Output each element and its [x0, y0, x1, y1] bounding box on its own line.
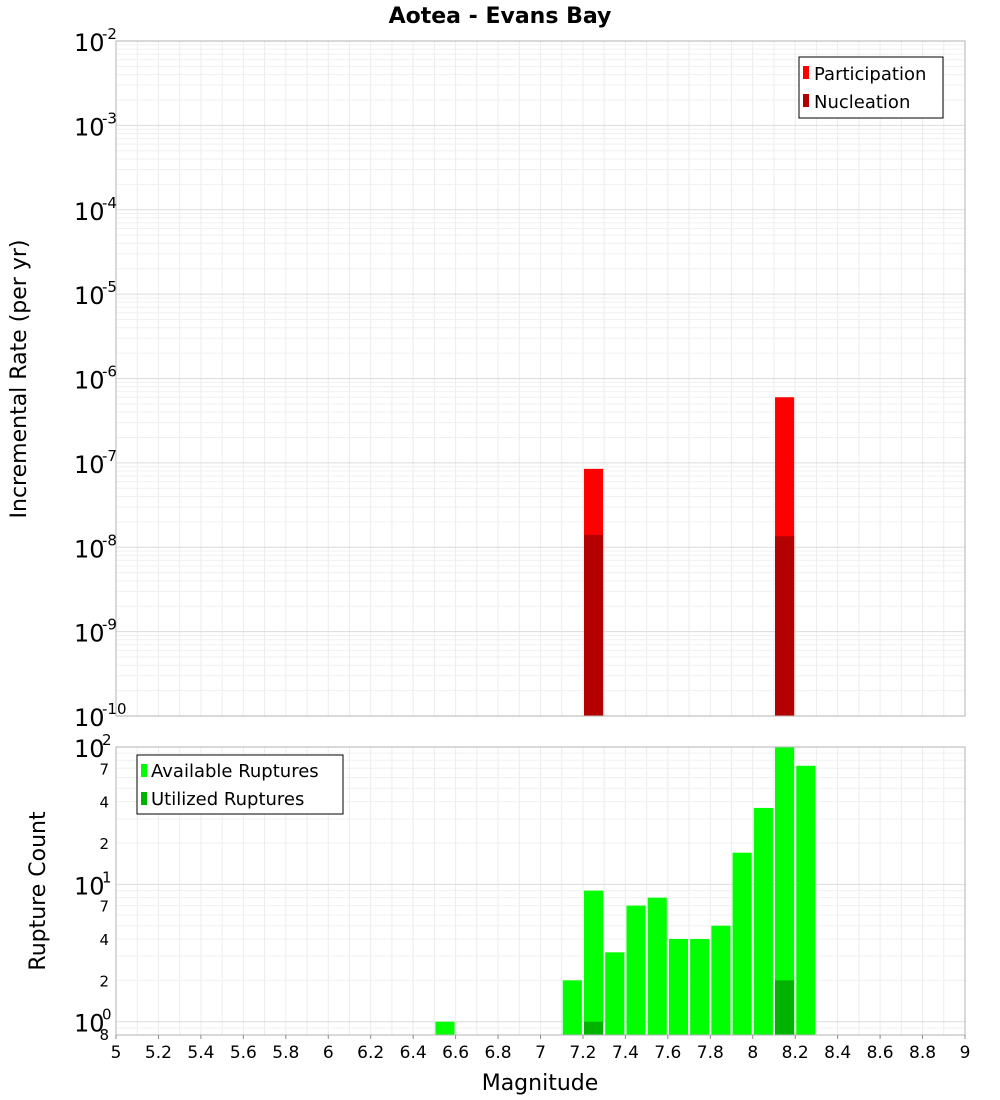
top-y-tick-exponent: -9 [102, 616, 117, 634]
top-legend: Participation Nucleation [798, 56, 944, 119]
bar-available-ruptures [711, 925, 731, 1035]
bottom-y-minor-tick-label: 4 [99, 931, 109, 949]
top-y-tick-exponent: -2 [102, 25, 117, 43]
bottom-legend-box [136, 754, 344, 815]
x-tick-label: 5 [111, 1043, 122, 1063]
x-tick-label: 8.4 [824, 1043, 851, 1063]
x-tick-label: 5.4 [187, 1043, 214, 1063]
top-y-tick-exponent: -8 [102, 531, 117, 549]
x-tick-label: 6 [323, 1043, 334, 1063]
chart-title: Aotea - Evans Bay [389, 4, 612, 29]
bar-available-ruptures [562, 980, 582, 1035]
bar-available-ruptures [775, 747, 795, 1035]
x-tick-label: 7 [535, 1043, 546, 1063]
bottom-y-tick-exponent: 0 [102, 1006, 112, 1024]
participation-legend-swatch [803, 66, 809, 79]
x-tick-label: 9 [960, 1043, 971, 1063]
top-legend-box [798, 56, 944, 119]
x-tick-label: 6.4 [400, 1043, 427, 1063]
bar-available-ruptures [796, 765, 816, 1035]
x-tick-label: 8.6 [867, 1043, 894, 1063]
bottom-y-minor-tick-label: 2 [99, 835, 109, 853]
x-tick-label: 6.6 [442, 1043, 469, 1063]
top-y-tick-exponent: -3 [102, 109, 117, 127]
top-y-tick-label: 10 [74, 198, 105, 226]
bar-available-ruptures [732, 852, 752, 1035]
bar-nucleation [584, 534, 604, 716]
bar-utilized-ruptures [584, 1021, 604, 1035]
bar-available-ruptures [584, 890, 604, 1035]
top-y-tick-label: 10 [74, 451, 105, 479]
bar-available-ruptures [690, 939, 710, 1035]
top-y-tick-label: 10 [74, 620, 105, 648]
bar-available-ruptures [668, 939, 689, 1035]
bottom-y-tick-label: 10 [74, 735, 105, 763]
bar-utilized-ruptures [775, 980, 795, 1035]
top-y-tick-exponent: -5 [102, 278, 117, 296]
utilized-legend-label: Utilized Ruptures [151, 789, 304, 810]
x-tick-label: 6.2 [357, 1043, 384, 1063]
bottom-x-ticks: 5 5.2 5.4 5.6 5.8 6 6.2 6.4 6.6 6.8 7 7.2 7.4 7.6 7.8 8… [111, 1035, 971, 1063]
top-y-tick-exponent: -4 [102, 194, 117, 212]
bar-available-ruptures [647, 897, 667, 1035]
top-y-tick-label: 10 [74, 704, 105, 732]
bottom-y-axis-label: Rupture Count [26, 811, 51, 971]
x-tick-label: 5.6 [230, 1043, 257, 1063]
nucleation-legend-label: Nucleation [814, 92, 910, 113]
x-tick-label: 6.8 [485, 1043, 512, 1063]
bottom-y-tick-exponent: 2 [102, 731, 112, 749]
top-y-tick-exponent: -10 [102, 700, 127, 718]
bar-available-ruptures [435, 1021, 455, 1035]
x-axis-label: Magnitude [482, 1071, 599, 1096]
bottom-y-minor-tick-label: 7 [99, 760, 109, 778]
bottom-legend: Available Ruptures Utilized Ruptures [136, 754, 344, 815]
top-plot-frame [115, 40, 966, 717]
bottom-y-minor-tick-label: 8 [99, 1026, 109, 1044]
utilized-legend-swatch [141, 792, 147, 805]
available-legend-label: Available Ruptures [151, 761, 319, 782]
x-tick-label: 7.6 [654, 1043, 681, 1063]
top-y-tick-label: 10 [74, 113, 105, 141]
x-tick-label: 5.8 [272, 1043, 299, 1063]
x-tick-label: 7.8 [697, 1043, 724, 1063]
bottom-y-minor-tick-label: 4 [99, 794, 109, 812]
x-tick-label: 8.2 [782, 1043, 809, 1063]
top-y-tick-exponent: -7 [102, 447, 117, 465]
x-tick-label: 5.2 [145, 1043, 172, 1063]
x-tick-label: 8 [747, 1043, 758, 1063]
bar-available-ruptures [626, 905, 646, 1035]
top-y-tick-label: 10 [74, 29, 105, 57]
bar-available-ruptures [753, 807, 773, 1035]
available-legend-swatch [141, 764, 147, 777]
bottom-plot-bars [435, 747, 816, 1035]
bar-nucleation [775, 536, 795, 716]
bottom-y-tick-label: 10 [74, 1010, 105, 1038]
top-y-tick-label: 10 [74, 535, 105, 563]
bottom-y-minor-tick-label: 7 [99, 898, 109, 916]
top-y-ticks: 10-210-310-410-510-610-710-810-910-10 [74, 25, 127, 732]
x-tick-label: 7.4 [612, 1043, 639, 1063]
top-y-axis-label: Incremental Rate (per yr) [7, 240, 32, 519]
x-tick-label: 8.8 [909, 1043, 936, 1063]
bar-available-ruptures [605, 952, 625, 1035]
top-y-tick-exponent: -6 [102, 363, 117, 381]
x-tick-label: 7.2 [569, 1043, 596, 1063]
top-y-tick-label: 10 [74, 282, 105, 310]
bottom-y-minor-tick-label: 2 [99, 972, 109, 990]
top-plot-bars [584, 397, 795, 716]
nucleation-legend-swatch [803, 94, 809, 107]
bottom-y-tick-label: 10 [74, 872, 105, 900]
participation-legend-label: Participation [814, 64, 926, 85]
bottom-y-tick-exponent: 1 [102, 868, 112, 886]
top-y-tick-label: 10 [74, 367, 105, 395]
top-plot-grid [115, 40, 966, 717]
